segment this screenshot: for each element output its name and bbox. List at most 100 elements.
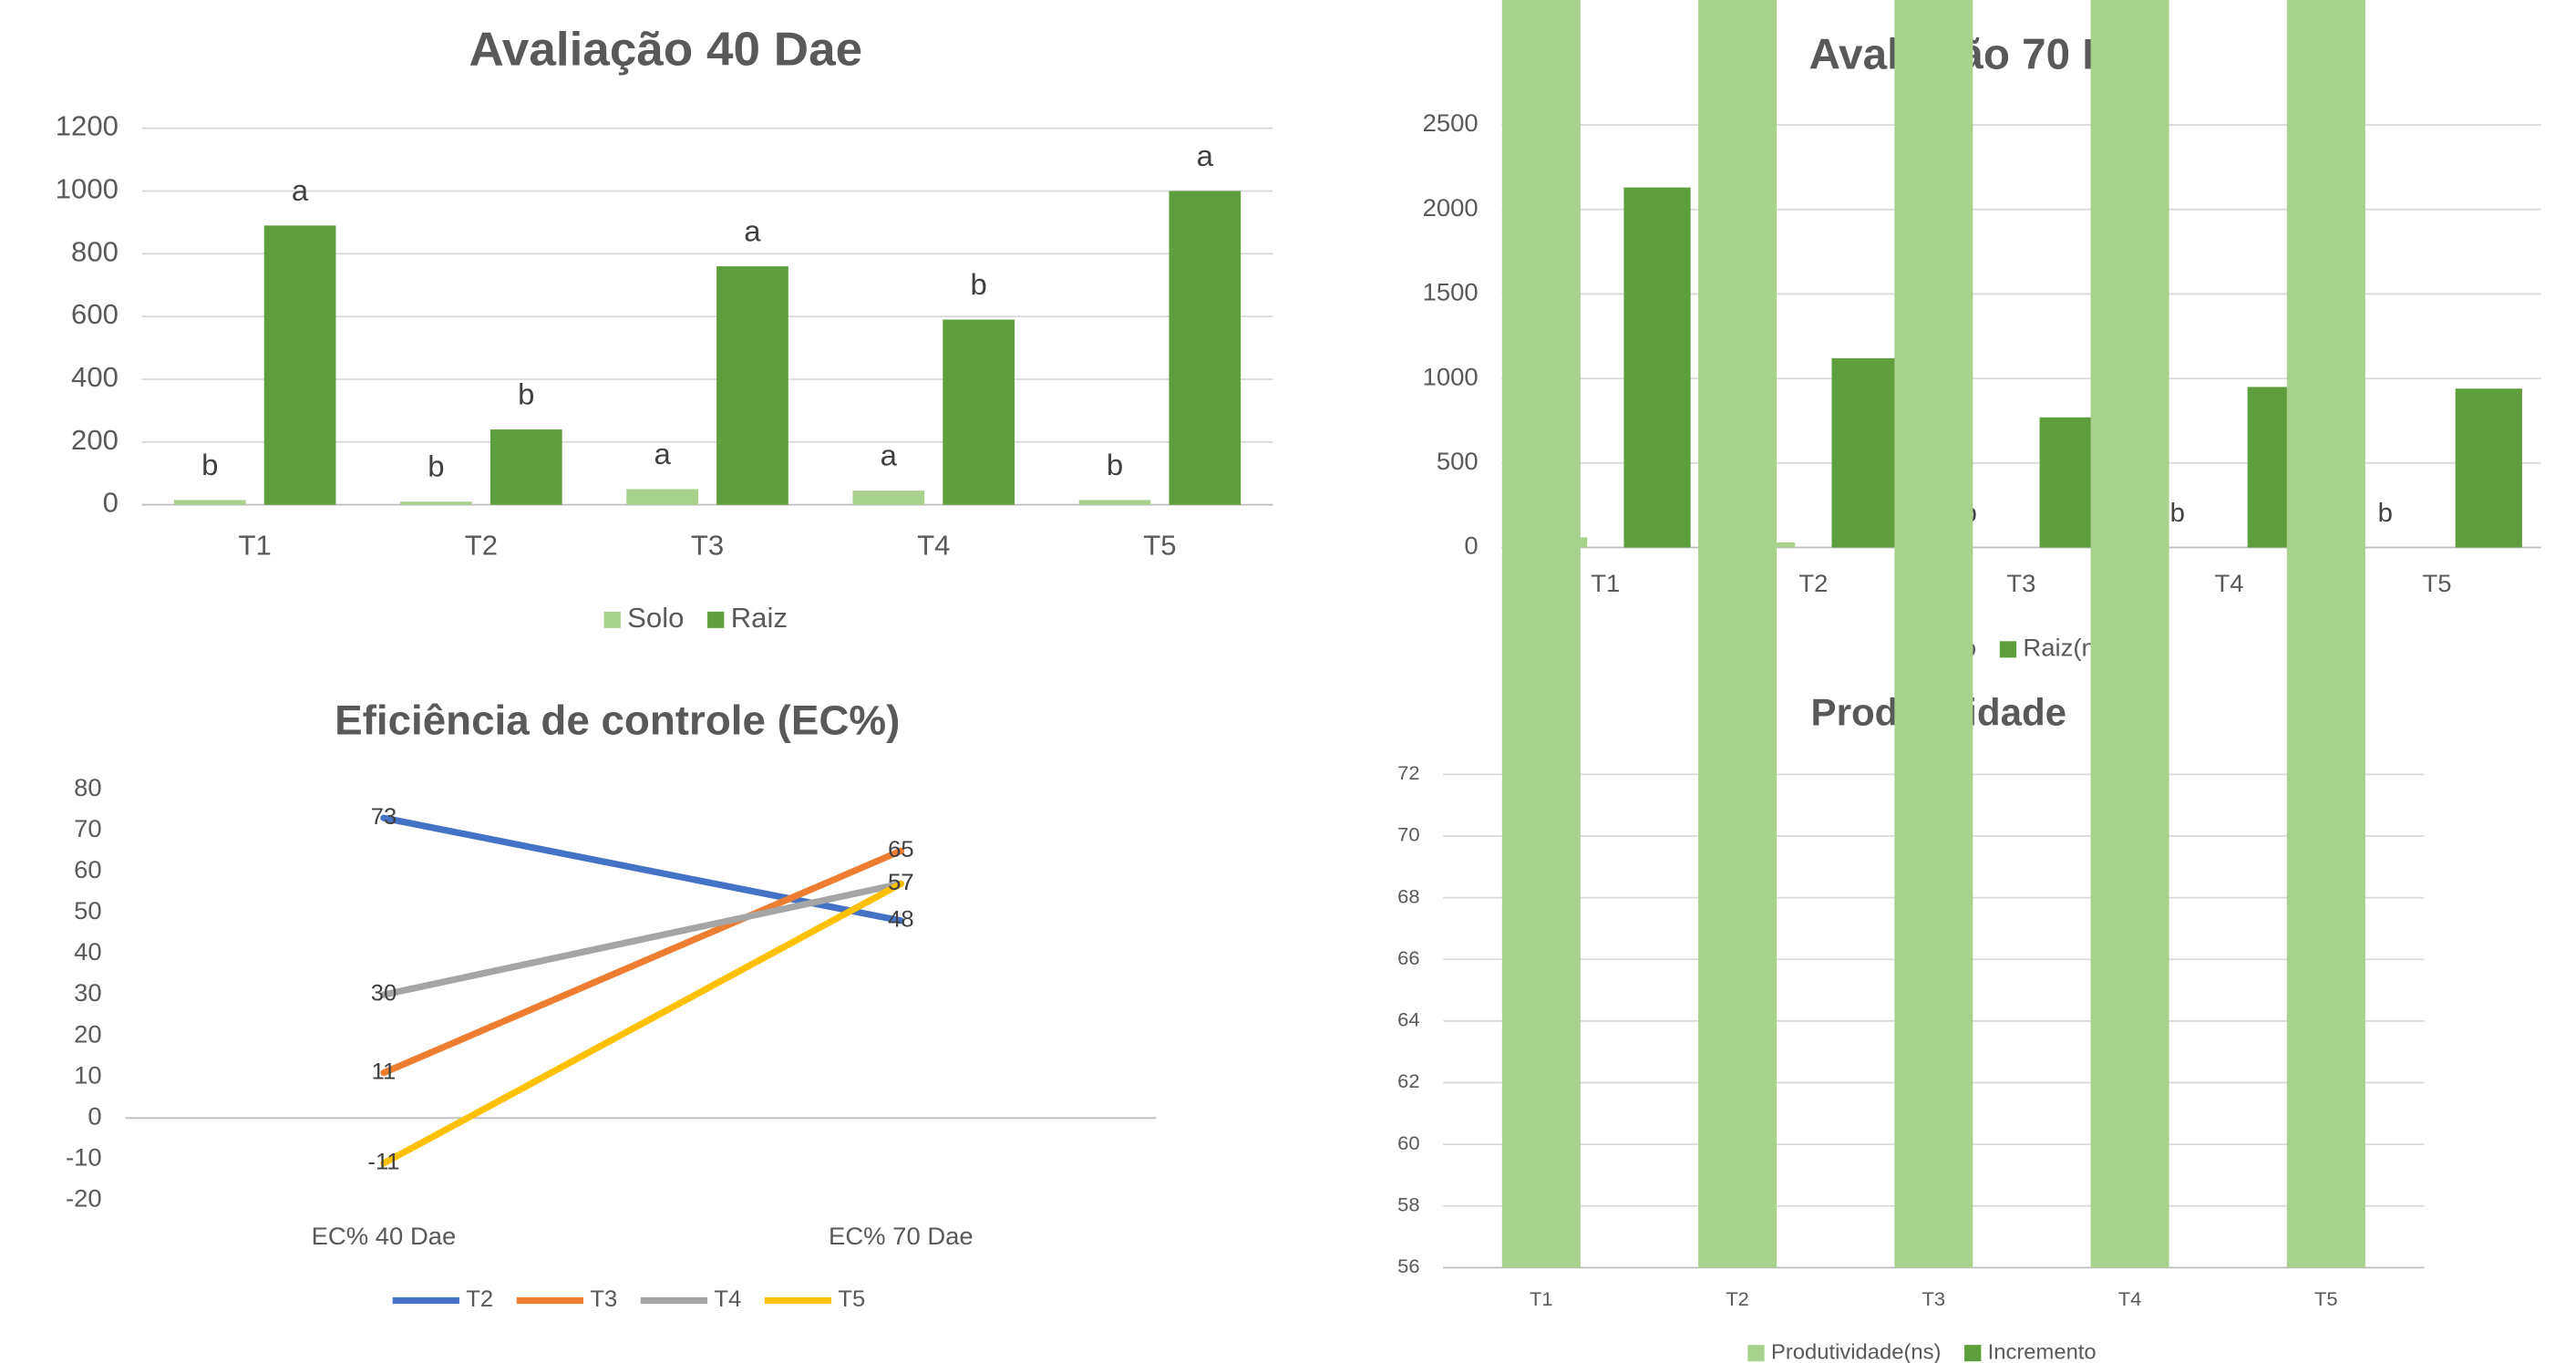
data-label: 11 [372, 1059, 397, 1085]
y-tick-label: 70 [74, 814, 102, 842]
significance-letter: a [1197, 139, 1214, 172]
bar [489, 429, 562, 505]
legend-label: Raiz [731, 602, 788, 634]
y-tick-label: 80 [74, 773, 102, 801]
y-tick-label: 1000 [1423, 362, 1479, 390]
legend-label: Incremento [1988, 1341, 2097, 1363]
y-tick-label: 800 [71, 236, 118, 268]
significance-letter: b [201, 448, 218, 481]
bar [1078, 500, 1151, 505]
x-tick-label: T1 [1591, 569, 1620, 597]
significance-letter: b [1107, 448, 1123, 481]
significance-letter: b [970, 267, 986, 301]
y-tick-label: 70 [1397, 823, 1419, 846]
y-tick-label: 30 [74, 978, 102, 1007]
y-tick-label: 1200 [56, 110, 118, 142]
bar-segment [1501, 0, 1581, 1268]
x-tick-label: T4 [917, 530, 950, 562]
y-tick-label: -10 [66, 1143, 102, 1172]
y-tick-label: 1500 [1423, 278, 1479, 306]
significance-letter: a [744, 214, 761, 248]
legend-label: Solo [627, 602, 684, 634]
legend-marker [1999, 641, 2017, 658]
chart-title: Avaliação 40 Dae [469, 23, 862, 77]
y-tick-label: 72 [1397, 761, 1419, 784]
data-label: 48 [888, 907, 913, 933]
y-tick-label: 58 [1397, 1193, 1419, 1216]
x-tick-label: T3 [691, 530, 724, 562]
bar-segment [2286, 0, 2365, 1268]
y-tick-label: 600 [71, 298, 118, 330]
y-tick-label: 2000 [1423, 193, 1479, 222]
y-tick-label: 62 [1397, 1069, 1419, 1092]
legend-label: T4 [714, 1286, 741, 1312]
data-label: -11 [367, 1150, 399, 1175]
x-tick-label: EC% 40 Dae [312, 1222, 457, 1250]
y-tick-label: 0 [1464, 532, 1478, 560]
x-tick-label: T2 [1798, 569, 1828, 597]
y-tick-label: 10 [74, 1061, 102, 1089]
bar [626, 489, 698, 505]
data-label: 65 [888, 837, 913, 862]
x-tick-label: T2 [465, 530, 498, 562]
x-tick-label: T2 [1726, 1287, 1749, 1310]
y-tick-label: -20 [66, 1184, 102, 1213]
line-series [380, 847, 905, 1077]
y-tick-label: 0 [103, 487, 118, 519]
significance-letter: b [2378, 499, 2393, 528]
bar [1623, 187, 1691, 548]
line-series [380, 880, 905, 998]
y-tick-label: 60 [1397, 1131, 1419, 1154]
y-tick-label: 60 [74, 855, 102, 883]
bar [173, 500, 246, 505]
legend-marker [603, 611, 621, 628]
bar [263, 225, 336, 505]
bar [716, 266, 788, 505]
legend-marker [1964, 1345, 1982, 1362]
significance-letter: b [428, 449, 444, 483]
x-tick-label: T5 [2314, 1287, 2338, 1310]
significance-letter: b [518, 377, 534, 411]
significance-letter: a [881, 439, 898, 472]
x-tick-label: T5 [1143, 530, 1176, 562]
bar [1831, 357, 1899, 548]
significance-letter: a [654, 437, 671, 470]
legend-marker [707, 611, 725, 628]
bar [943, 319, 1015, 505]
x-tick-label: T1 [1530, 1287, 1553, 1310]
legend-marker [1747, 1345, 1765, 1362]
y-tick-label: 0 [88, 1102, 101, 1131]
x-tick-label: T1 [239, 530, 272, 562]
bar [400, 501, 472, 505]
x-tick-label: T3 [1922, 1287, 1946, 1310]
x-tick-label: T4 [2214, 569, 2243, 597]
x-tick-label: T5 [2423, 569, 2452, 597]
legend-label: T5 [838, 1286, 865, 1312]
y-tick-label: 400 [71, 361, 118, 393]
bar-segment [2090, 0, 2169, 1268]
x-tick-label: T4 [2118, 1287, 2142, 1310]
legend-label: T3 [590, 1286, 617, 1312]
y-tick-label: 66 [1397, 946, 1419, 969]
x-tick-label: T3 [2006, 569, 2035, 597]
data-label: 57 [888, 870, 913, 895]
line-series [380, 814, 905, 924]
legend-label: T2 [466, 1286, 493, 1312]
y-tick-label: 50 [74, 896, 102, 924]
data-label: 73 [371, 804, 397, 830]
y-tick-label: 500 [1437, 447, 1479, 475]
legend-label: Produtividade(ns) [1771, 1341, 1941, 1363]
y-tick-label: 20 [74, 1019, 102, 1048]
bar-segment [1894, 0, 1973, 1268]
chart-title: Eficiência de controle (EC%) [335, 697, 900, 744]
bar-segment [1698, 0, 1777, 1268]
bar [2455, 388, 2522, 548]
y-tick-label: 56 [1397, 1255, 1419, 1277]
y-tick-label: 68 [1397, 885, 1419, 908]
y-tick-label: 1000 [56, 173, 118, 205]
bar [852, 490, 925, 505]
data-label: 30 [371, 981, 397, 1007]
y-tick-label: 64 [1397, 1008, 1419, 1031]
